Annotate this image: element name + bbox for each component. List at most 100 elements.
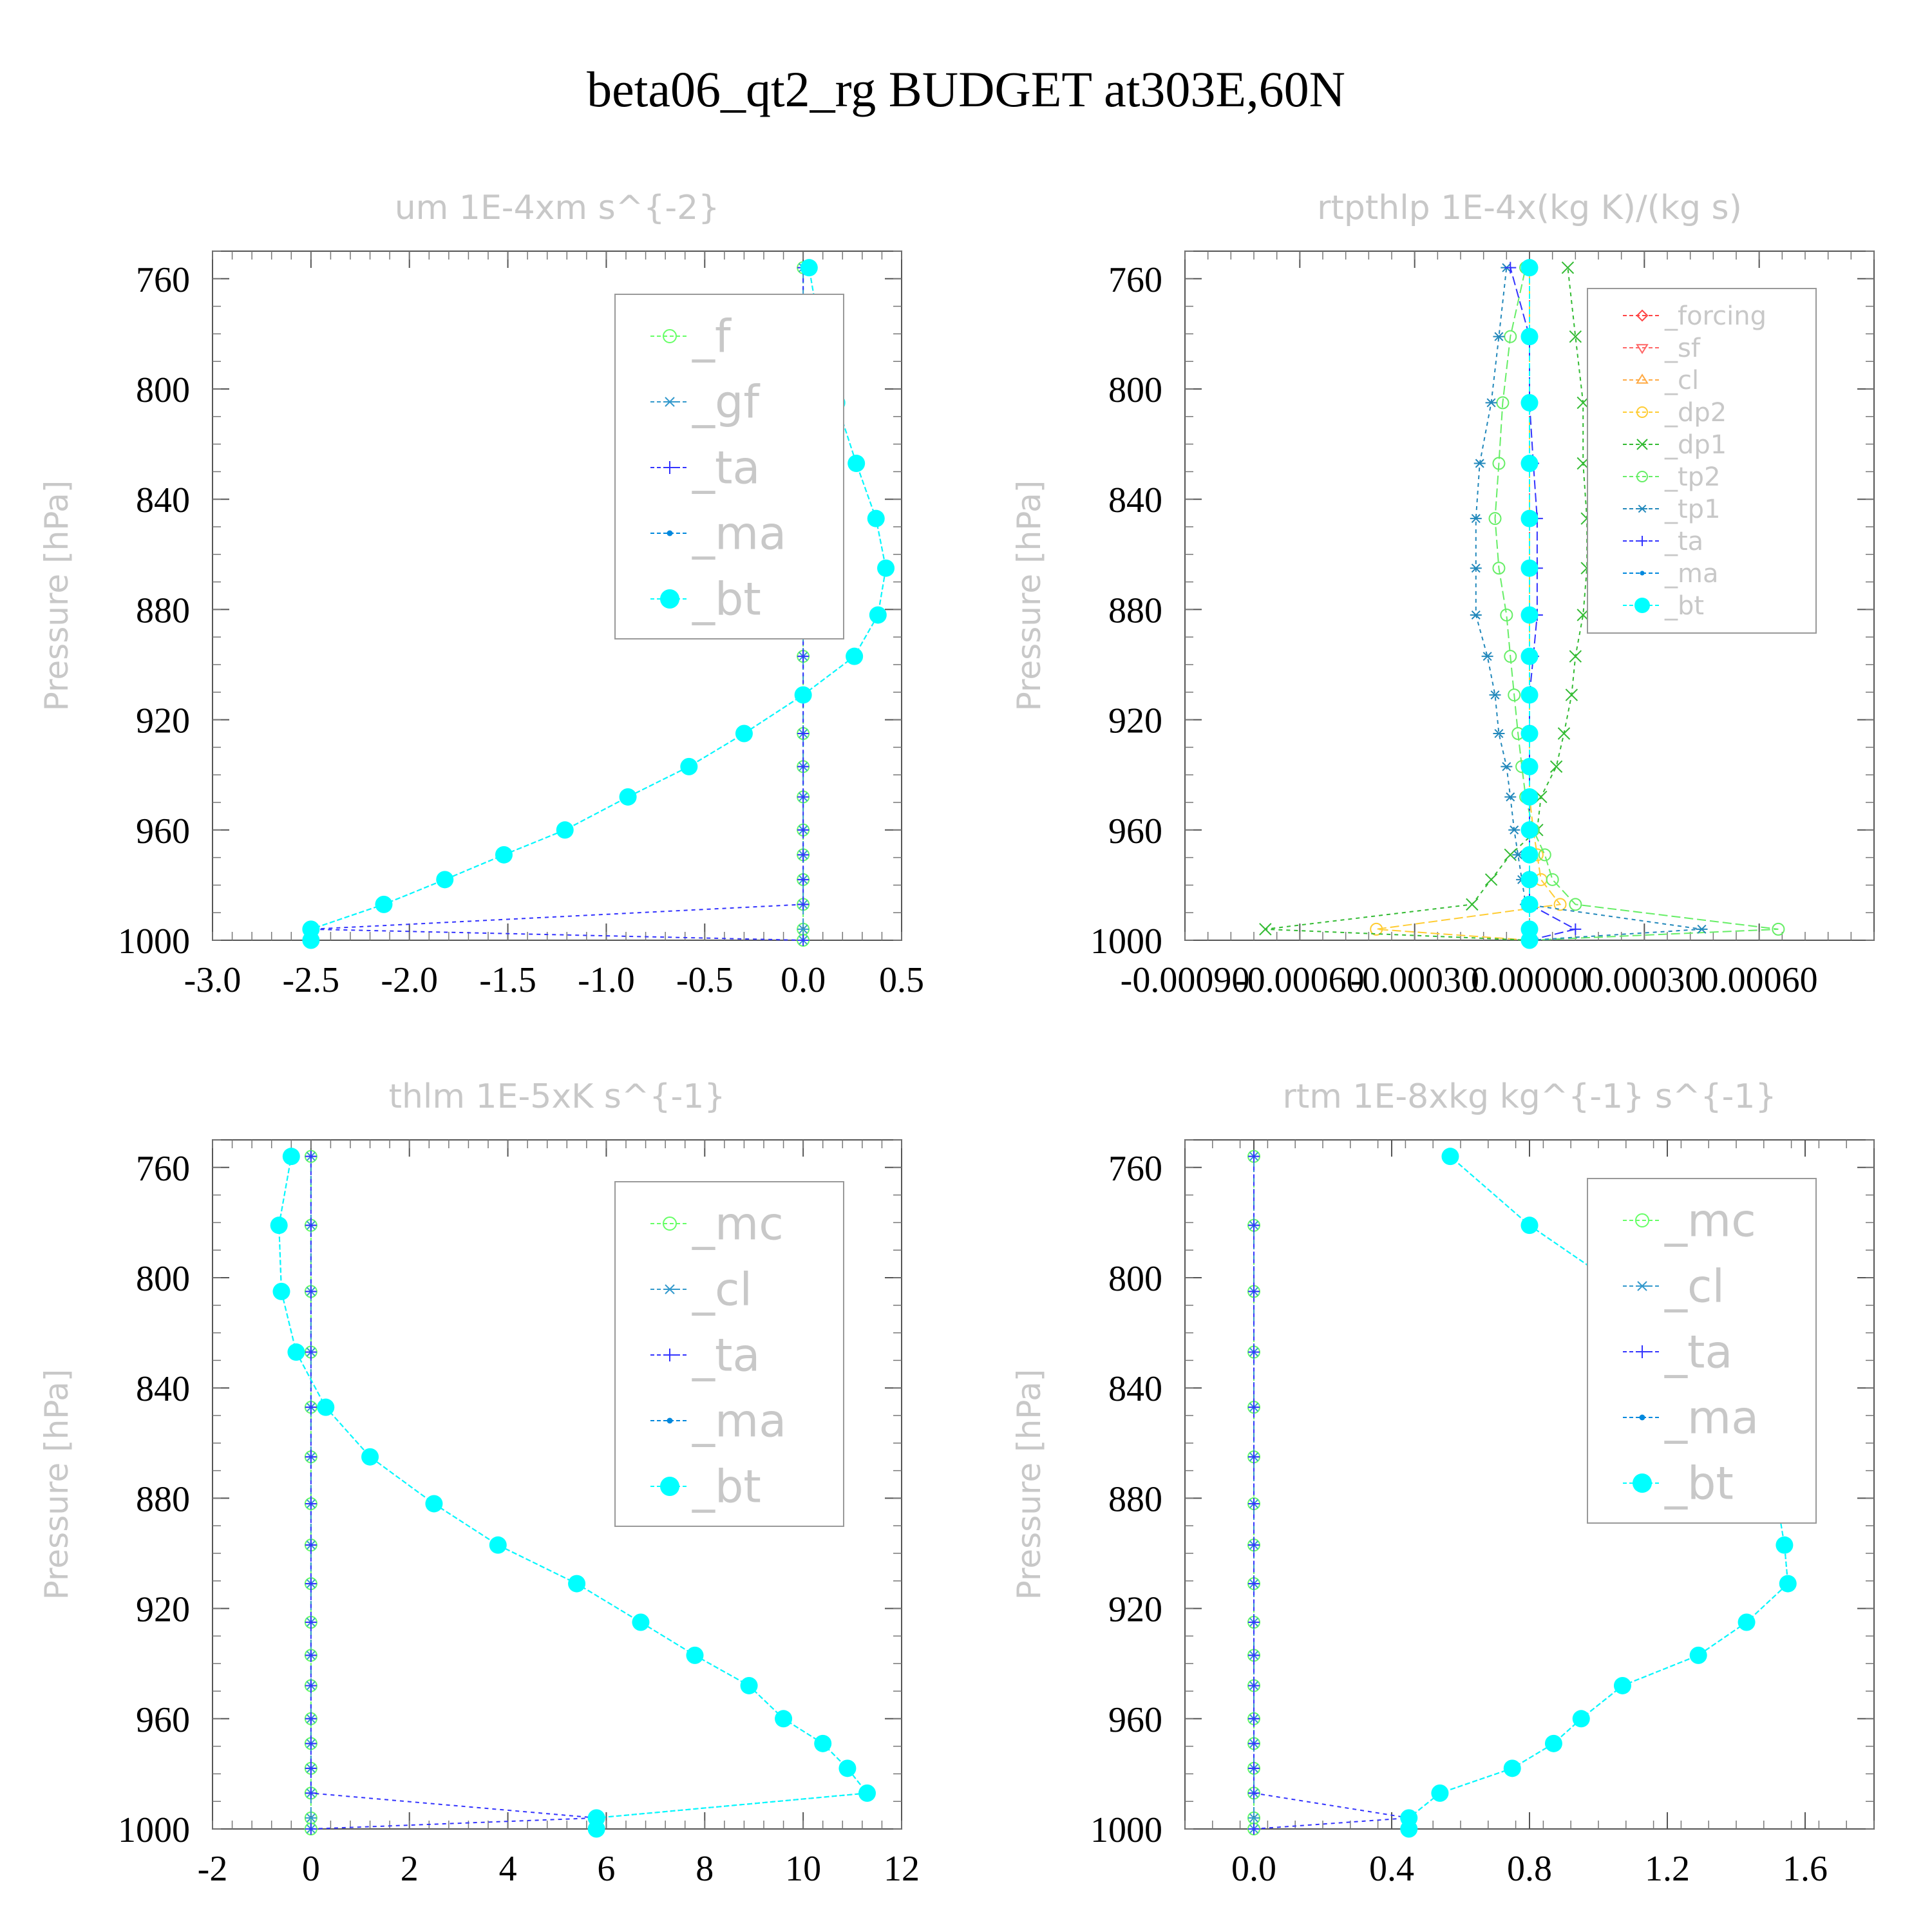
- y-tick-label: 960: [136, 811, 190, 851]
- data-point: [1489, 690, 1501, 700]
- x-tick-label: -0.00060: [1235, 960, 1365, 1000]
- data-point: [305, 1712, 317, 1725]
- legend-label: _dp2: [1664, 398, 1727, 428]
- data-point: [1248, 1539, 1260, 1551]
- y-tick-label: 800: [1108, 370, 1162, 410]
- x-tick-label: 12: [884, 1849, 920, 1889]
- data-point: [1508, 825, 1520, 835]
- data-point: [1248, 1712, 1260, 1725]
- data-point: [1738, 1613, 1756, 1631]
- data-point: [1473, 459, 1486, 468]
- legend: _mc _cl _ta _ma _bt: [1587, 1178, 1817, 1524]
- y-tick-label: 880: [136, 1479, 190, 1519]
- y-tick-label: 920: [136, 1590, 190, 1630]
- y-tick-label: 840: [1108, 1369, 1162, 1409]
- data-point: [1400, 1809, 1418, 1827]
- data-point: [1248, 1823, 1260, 1835]
- data-point: [1520, 606, 1539, 624]
- data-point: [1492, 457, 1506, 470]
- legend: _forcing _sf _cl _dp2_dp1_tp2 _tp1 _ta _ma_bt: [1587, 288, 1817, 634]
- data-point: [869, 606, 887, 624]
- data-point: [1481, 652, 1493, 661]
- data-point: [1553, 898, 1567, 911]
- data-point: [1470, 514, 1482, 524]
- data-point: [1248, 1787, 1260, 1799]
- data-point: [1520, 895, 1539, 913]
- data-point: [1549, 760, 1563, 773]
- series-line: [310, 1156, 597, 1830]
- x-tick-label: -2.0: [381, 960, 438, 1000]
- data-point: [1557, 727, 1571, 740]
- data-point: [305, 1346, 317, 1358]
- y-tick-label: 920: [136, 701, 190, 741]
- data-point: [797, 898, 810, 911]
- y-tick-label: 880: [1108, 1479, 1162, 1519]
- legend-label: _cl: [1664, 1260, 1725, 1313]
- y-tick-label: 800: [1108, 1259, 1162, 1299]
- legend-marker: [1636, 344, 1649, 354]
- data-point: [619, 788, 637, 806]
- data-point: [1520, 821, 1539, 839]
- panel-title: rtpthlp 1E-4x(kg K)/(kg s): [1317, 189, 1742, 227]
- x-tick-label: 8: [696, 1849, 714, 1889]
- legend-label: _ta: [692, 1329, 760, 1382]
- data-point: [1248, 1401, 1260, 1414]
- legend-marker: [1634, 598, 1650, 613]
- legend-label: _gf: [692, 376, 760, 429]
- legend-marker: [1637, 536, 1647, 546]
- legend-label: _tp2: [1664, 462, 1721, 492]
- data-point: [1370, 922, 1383, 936]
- data-point: [1779, 1575, 1797, 1593]
- data-point: [1569, 898, 1582, 911]
- data-point: [1520, 788, 1539, 806]
- data-point: [1776, 1536, 1794, 1554]
- data-point: [1569, 923, 1582, 935]
- data-point: [1248, 1649, 1260, 1662]
- legend-marker: [660, 589, 679, 609]
- series-line: [1376, 267, 1562, 941]
- y-tick-label: 1000: [118, 922, 190, 961]
- data-point: [797, 924, 810, 934]
- y-axis-label: Pressure [hPa]: [38, 480, 75, 712]
- panel-title: um 1E-4xm s^{-2}: [395, 189, 720, 227]
- x-tick-label: 1.2: [1645, 1849, 1690, 1889]
- data-point: [305, 1451, 317, 1463]
- legend-label: _dp1: [1664, 430, 1727, 460]
- y-tick-label: 800: [136, 370, 190, 410]
- legend-label: _bt: [692, 1461, 761, 1513]
- data-point: [270, 1217, 288, 1235]
- x-tick-label: 10: [785, 1849, 821, 1889]
- series-line: [1265, 267, 1588, 941]
- data-point: [846, 647, 864, 665]
- legend-marker: [1636, 309, 1649, 322]
- y-axis-label: Pressure [hPa]: [1010, 1369, 1048, 1600]
- legend-marker: [1637, 504, 1647, 513]
- series-bt: [1520, 259, 1539, 949]
- x-tick-label: 0.00000: [1471, 960, 1588, 1000]
- data-point: [1501, 762, 1513, 772]
- data-point: [1248, 1451, 1260, 1463]
- data-point: [436, 871, 454, 889]
- y-tick-label: 840: [1108, 480, 1162, 520]
- legend-label: _ta: [1664, 527, 1703, 556]
- data-point: [848, 455, 866, 473]
- data-point: [305, 1497, 317, 1510]
- data-point: [740, 1676, 758, 1694]
- legend-label: _tp1: [1664, 495, 1721, 524]
- legend: _mc _cl _ta _ma _bt: [614, 1181, 844, 1527]
- data-point: [1492, 562, 1506, 575]
- series-line: [1253, 1156, 1409, 1830]
- chart-panel: rtpthlp 1E-4x(kg K)/(kg s) Pressure [hPa]…: [1010, 189, 1875, 1000]
- data-point: [1248, 1150, 1260, 1162]
- data-point: [305, 1401, 317, 1414]
- data-point: [305, 1539, 317, 1551]
- y-tick-label: 1000: [1090, 922, 1162, 961]
- data-point: [1431, 1784, 1449, 1802]
- data-point: [272, 1282, 290, 1300]
- data-point: [305, 1738, 317, 1750]
- data-point: [305, 1649, 317, 1662]
- legend-marker: [1639, 1414, 1645, 1421]
- chart-panel: rtm 1E-8xkg kg^{-1} s^{-1} Pressure [hPa]…: [1010, 1077, 1875, 1889]
- legend-box: [1587, 1178, 1817, 1524]
